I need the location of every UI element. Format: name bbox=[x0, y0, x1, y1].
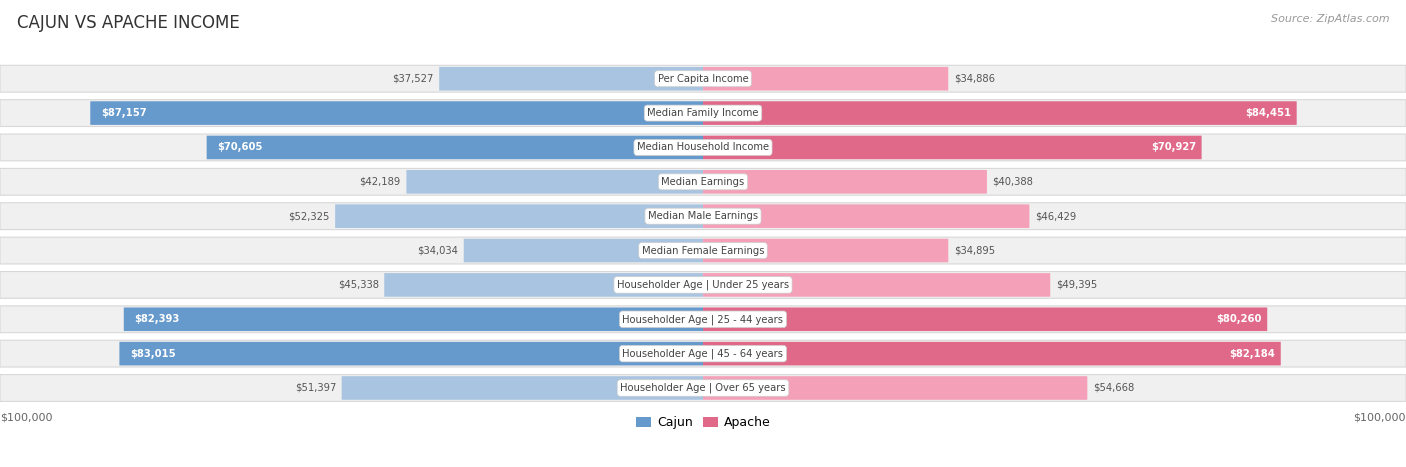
FancyBboxPatch shape bbox=[0, 306, 1406, 333]
FancyBboxPatch shape bbox=[703, 376, 1087, 400]
FancyBboxPatch shape bbox=[703, 205, 1029, 228]
FancyBboxPatch shape bbox=[439, 67, 703, 91]
Text: Median Household Income: Median Household Income bbox=[637, 142, 769, 152]
Text: $82,184: $82,184 bbox=[1229, 349, 1275, 359]
Text: Per Capita Income: Per Capita Income bbox=[658, 74, 748, 84]
FancyBboxPatch shape bbox=[0, 134, 1406, 161]
FancyBboxPatch shape bbox=[384, 273, 703, 297]
FancyBboxPatch shape bbox=[703, 307, 1267, 331]
FancyBboxPatch shape bbox=[0, 203, 1406, 230]
Text: $100,000: $100,000 bbox=[1354, 412, 1406, 423]
Text: $83,015: $83,015 bbox=[129, 349, 176, 359]
FancyBboxPatch shape bbox=[124, 307, 703, 331]
Text: Median Female Earnings: Median Female Earnings bbox=[641, 246, 765, 255]
FancyBboxPatch shape bbox=[342, 376, 703, 400]
FancyBboxPatch shape bbox=[703, 170, 987, 194]
Text: Median Earnings: Median Earnings bbox=[661, 177, 745, 187]
Text: $87,157: $87,157 bbox=[101, 108, 146, 118]
FancyBboxPatch shape bbox=[0, 375, 1406, 402]
Text: Householder Age | 45 - 64 years: Householder Age | 45 - 64 years bbox=[623, 348, 783, 359]
Text: Median Family Income: Median Family Income bbox=[647, 108, 759, 118]
FancyBboxPatch shape bbox=[0, 340, 1406, 367]
Text: $46,429: $46,429 bbox=[1035, 211, 1076, 221]
FancyBboxPatch shape bbox=[703, 342, 1281, 365]
FancyBboxPatch shape bbox=[207, 135, 703, 159]
Text: $52,325: $52,325 bbox=[288, 211, 329, 221]
Text: $100,000: $100,000 bbox=[0, 412, 52, 423]
Text: Householder Age | 25 - 44 years: Householder Age | 25 - 44 years bbox=[623, 314, 783, 325]
Text: $51,397: $51,397 bbox=[295, 383, 336, 393]
Text: $49,395: $49,395 bbox=[1056, 280, 1097, 290]
Text: Householder Age | Over 65 years: Householder Age | Over 65 years bbox=[620, 383, 786, 393]
Text: $80,260: $80,260 bbox=[1216, 314, 1261, 324]
Text: $34,886: $34,886 bbox=[953, 74, 995, 84]
FancyBboxPatch shape bbox=[703, 239, 948, 262]
FancyBboxPatch shape bbox=[703, 273, 1050, 297]
FancyBboxPatch shape bbox=[0, 237, 1406, 264]
Text: Median Male Earnings: Median Male Earnings bbox=[648, 211, 758, 221]
FancyBboxPatch shape bbox=[0, 65, 1406, 92]
Text: $84,451: $84,451 bbox=[1244, 108, 1291, 118]
FancyBboxPatch shape bbox=[120, 342, 703, 365]
Text: $34,895: $34,895 bbox=[953, 246, 995, 255]
Text: $54,668: $54,668 bbox=[1092, 383, 1135, 393]
FancyBboxPatch shape bbox=[703, 67, 948, 91]
Text: $34,034: $34,034 bbox=[418, 246, 458, 255]
FancyBboxPatch shape bbox=[703, 101, 1296, 125]
FancyBboxPatch shape bbox=[703, 135, 1202, 159]
Text: $37,527: $37,527 bbox=[392, 74, 433, 84]
Text: $82,393: $82,393 bbox=[135, 314, 180, 324]
Text: Source: ZipAtlas.com: Source: ZipAtlas.com bbox=[1271, 14, 1389, 24]
FancyBboxPatch shape bbox=[406, 170, 703, 194]
FancyBboxPatch shape bbox=[0, 271, 1406, 298]
Text: $42,189: $42,189 bbox=[360, 177, 401, 187]
FancyBboxPatch shape bbox=[335, 205, 703, 228]
Text: Householder Age | Under 25 years: Householder Age | Under 25 years bbox=[617, 280, 789, 290]
Text: $45,338: $45,338 bbox=[337, 280, 378, 290]
Legend: Cajun, Apache: Cajun, Apache bbox=[630, 411, 776, 434]
FancyBboxPatch shape bbox=[0, 169, 1406, 195]
Text: CAJUN VS APACHE INCOME: CAJUN VS APACHE INCOME bbox=[17, 14, 239, 32]
Text: $40,388: $40,388 bbox=[993, 177, 1033, 187]
FancyBboxPatch shape bbox=[0, 99, 1406, 127]
Text: $70,605: $70,605 bbox=[217, 142, 263, 152]
FancyBboxPatch shape bbox=[90, 101, 703, 125]
Text: $70,927: $70,927 bbox=[1152, 142, 1197, 152]
FancyBboxPatch shape bbox=[464, 239, 703, 262]
